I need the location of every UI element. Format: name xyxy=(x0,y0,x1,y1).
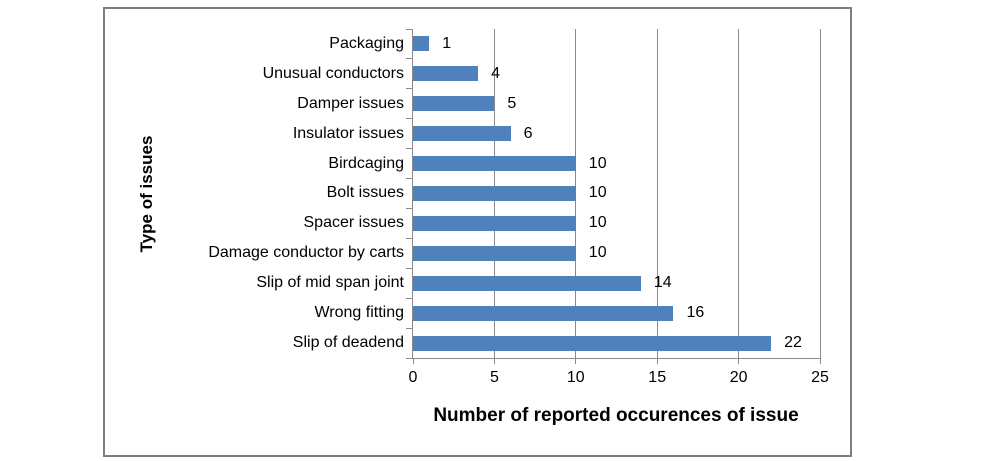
bar-row: Damper issues 5 xyxy=(297,89,820,119)
category-label: Bolt issues xyxy=(326,184,404,202)
x-tick-label: 20 xyxy=(729,369,748,386)
category-axis-tick xyxy=(406,327,413,329)
category-axis-tick xyxy=(406,267,413,269)
bar xyxy=(413,36,430,52)
category-axis-tick xyxy=(406,297,413,299)
value-label: 1 xyxy=(442,34,452,52)
gridline xyxy=(575,29,577,358)
category-label: Unusual conductors xyxy=(262,64,404,82)
chart-frame: Type of issues Packaging 1 Unusual conduct… xyxy=(103,7,852,457)
x-axis-tick xyxy=(493,358,495,364)
bar xyxy=(413,305,674,321)
bar xyxy=(413,275,641,291)
x-tick-label: 5 xyxy=(489,369,499,386)
category-axis-tick xyxy=(406,148,413,150)
bar xyxy=(413,215,576,231)
bar xyxy=(413,335,772,351)
category-axis-tick xyxy=(406,118,413,120)
x-axis-tick xyxy=(819,358,821,364)
category-axis-tick xyxy=(406,178,413,180)
bar-row: Insulator issues 6 xyxy=(293,119,820,149)
bar-row: Bolt issues 10 xyxy=(327,179,820,209)
x-tick-label: 10 xyxy=(566,369,585,386)
x-tick-label: 0 xyxy=(408,369,418,386)
value-label: 16 xyxy=(686,304,705,322)
bar-rows: Packaging 1 Unusual conductors 4 Damper issu… xyxy=(208,29,820,358)
bar xyxy=(413,185,576,201)
bar-row: Birdcaging 10 xyxy=(328,149,820,179)
gridline xyxy=(656,29,658,358)
category-label: Slip of mid span joint xyxy=(256,274,404,292)
category-label: Slip of deadend xyxy=(292,334,404,352)
category-label: Packaging xyxy=(329,34,404,52)
category-axis-tick xyxy=(406,237,413,239)
bar-row: Unusual conductors 4 xyxy=(263,59,820,89)
value-label: 6 xyxy=(523,124,533,142)
category-axis-tick xyxy=(406,58,413,60)
category-axis-tick xyxy=(406,207,413,209)
bar xyxy=(413,66,479,82)
value-label: 5 xyxy=(507,94,517,112)
value-label: 14 xyxy=(653,274,672,292)
bar xyxy=(413,126,511,142)
value-label: 10 xyxy=(588,154,607,172)
value-label: 10 xyxy=(588,184,607,202)
category-label: Spacer issues xyxy=(303,214,405,232)
value-label: 10 xyxy=(588,214,607,232)
category-axis-tick xyxy=(406,88,413,90)
x-axis-tick xyxy=(412,358,414,364)
x-axis-tick xyxy=(575,358,577,364)
category-label: Wrong fitting xyxy=(314,304,404,322)
x-axis-tick xyxy=(738,358,740,364)
bar-row: Damage conductor by carts 10 xyxy=(208,238,820,268)
category-label: Birdcaging xyxy=(328,154,404,172)
gridline xyxy=(819,29,821,358)
bar-row: Slip of mid span joint 14 xyxy=(256,268,820,298)
bar-row: Slip of deadend 22 xyxy=(293,328,820,358)
x-axis-tick xyxy=(656,358,658,364)
value-label: 22 xyxy=(784,334,802,352)
x-axis-title: Number of reported occurences of issue xyxy=(433,405,799,426)
y-axis-title: Type of issues xyxy=(137,135,156,253)
category-label: Insulator issues xyxy=(292,124,404,142)
value-label: 4 xyxy=(491,64,501,82)
bar-row: Packaging 1 xyxy=(329,29,820,59)
plot-area: Packaging 1 Unusual conductors 4 Damper issu… xyxy=(208,28,829,386)
x-tick-label: 15 xyxy=(648,369,667,386)
bar-row: Spacer issues 10 xyxy=(304,208,820,238)
category-axis-tick xyxy=(406,357,413,359)
x-tick-label: 25 xyxy=(811,369,829,386)
category-label: Damper issues xyxy=(297,94,404,112)
gridline xyxy=(738,29,740,358)
bar-row: Wrong fitting 16 xyxy=(314,298,820,328)
value-label: 10 xyxy=(588,244,607,262)
category-label: Damage conductor by carts xyxy=(208,244,404,262)
category-axis-tick xyxy=(406,28,413,30)
bar xyxy=(413,245,576,261)
bar xyxy=(413,96,495,112)
bar xyxy=(413,156,576,172)
